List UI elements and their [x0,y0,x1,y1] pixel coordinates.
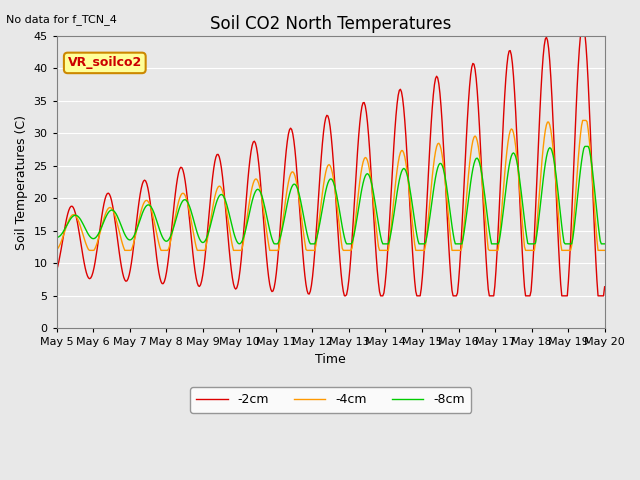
-2cm [313,218,321,224]
-4cm [351,228,358,233]
-8cm [380,241,388,247]
-4cm [380,248,388,253]
-4cm [601,248,609,253]
-4cm [579,118,586,123]
-8cm [351,231,358,237]
-8cm [581,144,589,149]
-4cm [317,199,325,204]
-4cm [503,148,511,154]
-4cm [314,227,322,232]
-2cm [578,26,586,32]
-4cm [86,248,93,253]
-8cm [590,178,598,184]
-2cm [316,168,324,174]
-2cm [380,290,388,296]
Y-axis label: Soil Temperatures (C): Soil Temperatures (C) [15,115,28,250]
-8cm [317,212,325,217]
Line: -4cm: -4cm [57,120,605,251]
-4cm [53,247,61,252]
-2cm [351,201,358,206]
Line: -8cm: -8cm [57,146,605,244]
-4cm [590,192,598,198]
X-axis label: Time: Time [316,353,346,366]
-8cm [601,241,609,247]
-2cm [590,209,598,215]
Text: VR_soilco2: VR_soilco2 [68,57,142,70]
-8cm [503,178,511,184]
-8cm [271,241,279,247]
-2cm [53,267,61,273]
Line: -2cm: -2cm [57,29,605,296]
-8cm [53,235,61,240]
-8cm [314,229,322,235]
Text: No data for f_TCN_4: No data for f_TCN_4 [6,14,117,25]
Legend: -2cm, -4cm, -8cm: -2cm, -4cm, -8cm [190,387,471,413]
-2cm [601,284,609,289]
Title: Soil CO2 North Temperatures: Soil CO2 North Temperatures [210,15,451,33]
-2cm [342,293,349,299]
-2cm [503,62,511,68]
